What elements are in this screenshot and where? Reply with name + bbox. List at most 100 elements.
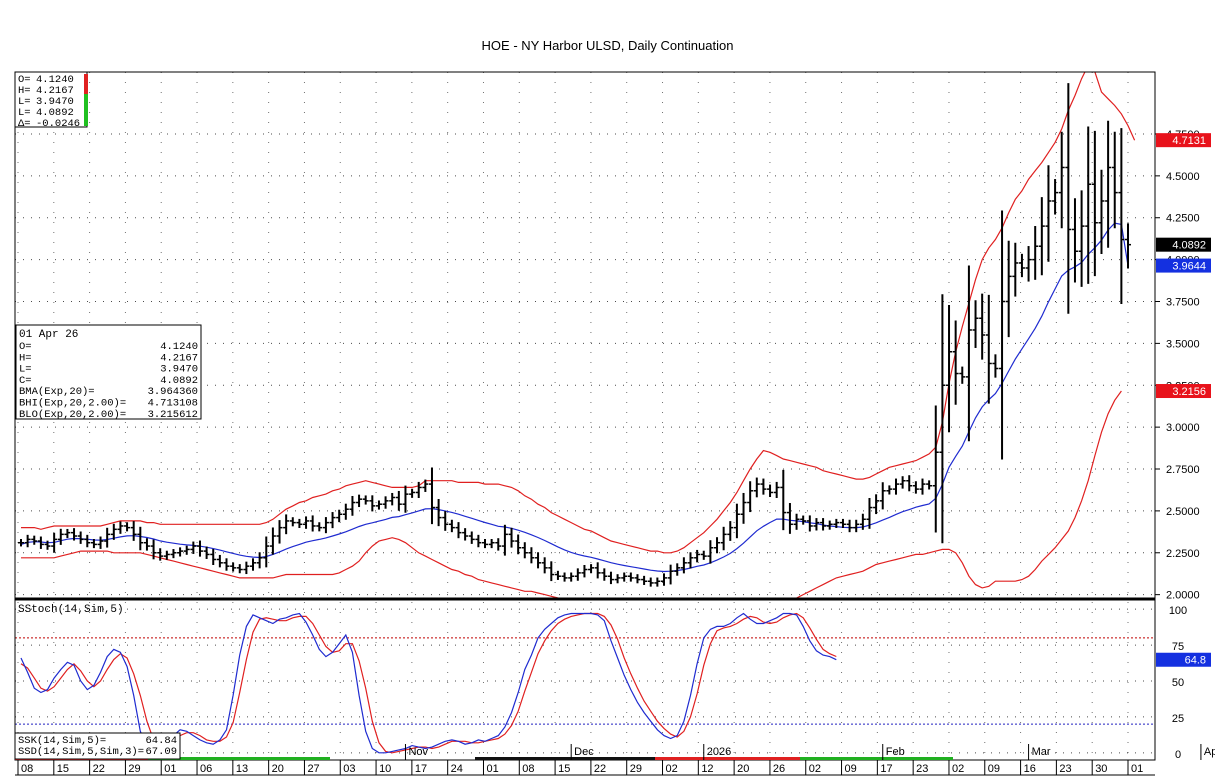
- ohlc-bar: [24, 534, 31, 548]
- date-tick-label: 16: [1024, 763, 1036, 775]
- stoch-readout-value: 64.84: [145, 735, 177, 747]
- ohlc-bar: [488, 539, 495, 549]
- ohlc-bar: [965, 265, 972, 442]
- ohlc-bar: [680, 557, 687, 574]
- ohlc-bar: [813, 518, 820, 531]
- axes: 2.00002.25002.50002.75003.00003.25003.50…: [15, 129, 1215, 776]
- ohlc-bar: [51, 532, 58, 553]
- ohlc-bar: [793, 513, 800, 530]
- ohlc-bar: [607, 571, 614, 585]
- ohlc-bar: [641, 575, 648, 585]
- price-tick-label: 3.7500: [1166, 296, 1200, 308]
- ohlc-bar: [303, 516, 310, 529]
- ohlc-bar: [163, 550, 170, 560]
- stoch-tick-label: 0: [1175, 749, 1181, 761]
- ohlc-readout-value: 4.0892: [36, 107, 74, 119]
- ohlc-bar: [97, 536, 104, 549]
- ohlc-bar: [455, 522, 462, 539]
- date-tick-label: 01: [486, 763, 498, 775]
- ohlc-bar: [1118, 128, 1125, 304]
- month-label: 2026: [707, 746, 731, 758]
- info-value: 4.713108: [148, 398, 198, 410]
- date-tick-label: 12: [701, 763, 713, 775]
- ohlc-bar: [919, 478, 926, 495]
- ohlc-readout-value: 4.2167: [36, 85, 74, 97]
- stoch-title: SStoch(14,Sim,5): [18, 604, 124, 616]
- ohlc-bar: [18, 539, 24, 547]
- ohlc-bar: [31, 535, 38, 545]
- ohlc-bar: [84, 534, 91, 548]
- ohlc-bar: [740, 492, 747, 524]
- ohlc-bar: [276, 520, 283, 544]
- ohlc-bar: [329, 512, 336, 529]
- date-tick-label: 30: [1095, 763, 1107, 775]
- month-label: Nov: [408, 746, 428, 758]
- ohlc-bar: [912, 481, 919, 494]
- ohlc-bar: [548, 561, 555, 582]
- date-tick-label: 22: [93, 763, 105, 775]
- ohlc-bar: [588, 564, 595, 574]
- price-marker-text: 64.8: [1185, 655, 1206, 667]
- ohlc-bar: [190, 541, 197, 554]
- ohlc-bar: [375, 500, 382, 510]
- ohlc-bar: [1111, 131, 1118, 229]
- ohlc-bar: [926, 480, 933, 490]
- ohlc-bar: [839, 518, 846, 529]
- ohlc-readout-value: 3.9470: [36, 96, 74, 108]
- date-tick-label: 06: [200, 763, 212, 775]
- date-tick-label: 17: [415, 763, 427, 775]
- date-tick-label: 02: [952, 763, 964, 775]
- month-color-strip: [800, 757, 953, 760]
- ohlc-bar: [37, 536, 44, 549]
- ohlc-bar: [395, 490, 402, 511]
- date-tick-label: 29: [630, 763, 642, 775]
- ohlc-bar: [283, 514, 290, 535]
- stoch-readout-label: SSK(14,Sim,5)=: [18, 735, 106, 747]
- ohlc-bar: [899, 476, 906, 489]
- ohlc-readout: O= 4.1240 H= 4.2167 L= 3.9470 L= 4.0892 Δ= -0.024…: [14, 71, 88, 130]
- ohlc-bar: [382, 496, 389, 509]
- stoch-tick-label: 25: [1172, 713, 1184, 725]
- ohlc-bar: [137, 526, 144, 551]
- ohlc-bar: [767, 484, 774, 497]
- date-tick-label: 15: [57, 763, 69, 775]
- ohlc-bar: [216, 554, 223, 568]
- ohlc-bar: [521, 542, 528, 559]
- ohlc-bar: [959, 366, 966, 384]
- stoch-readout-box: [14, 732, 181, 760]
- date-tick-label: 09: [845, 763, 857, 775]
- ohlc-bar: [475, 534, 482, 548]
- ohlc-bar: [985, 294, 992, 404]
- ohlc-bar: [435, 498, 442, 527]
- ohlc-bar: [714, 537, 721, 554]
- date-tick-label: 29: [128, 763, 140, 775]
- ohlc-bar: [170, 549, 177, 559]
- ohlc-bar: [223, 558, 230, 571]
- ohlc-bar: [157, 548, 164, 561]
- ohlc-bar: [1098, 169, 1105, 255]
- ohlc-bar: [694, 549, 701, 563]
- price-marker-box: [1156, 258, 1211, 273]
- bollinger-mid-line: [20, 222, 1129, 573]
- ohlc-bar: [495, 538, 502, 551]
- date-tick-label: 02: [666, 763, 678, 775]
- ohlc-bar: [150, 539, 157, 560]
- ohlc-bar: [322, 517, 329, 534]
- ohlc-bar: [250, 558, 257, 571]
- ohlc-bar: [773, 481, 780, 498]
- info-label: C=: [19, 375, 32, 387]
- month-color-strip: [655, 757, 800, 760]
- ohlc-bar: [77, 531, 84, 544]
- date-tick-label: 08: [21, 763, 33, 775]
- overlay-labels: 4.7131 4.0892 3.9644 3.2156 64.8 O= 4.1240 H= 4.…: [14, 71, 1211, 760]
- stochastic-lines: [20, 612, 837, 754]
- ohlc-bar: [263, 536, 270, 568]
- ohlc-bar: [1012, 242, 1019, 297]
- stoch-tick-label: 75: [1172, 641, 1184, 653]
- ohlc-bar: [753, 477, 760, 498]
- ohlc-bar: [422, 479, 429, 492]
- ohlc-bar: [342, 503, 349, 520]
- ohlc-bar: [104, 527, 111, 548]
- ohlc-bar: [946, 305, 953, 432]
- ohlc-bar: [727, 521, 734, 541]
